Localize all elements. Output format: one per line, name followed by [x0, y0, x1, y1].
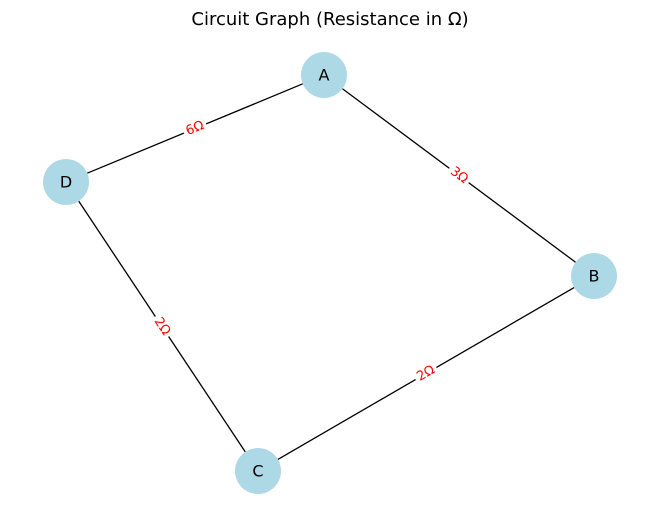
node-d: D [43, 159, 89, 205]
nodes-layer: A B C D [43, 52, 617, 494]
node-circle [235, 448, 281, 494]
edge-label-a-d: 6Ω [184, 118, 207, 139]
node-b: B [571, 253, 617, 299]
node-label: D [60, 173, 72, 192]
node-label: C [252, 462, 263, 481]
node-a: A [301, 52, 347, 98]
node-circle [571, 253, 617, 299]
edge-label-background [180, 116, 210, 141]
node-c: C [235, 448, 281, 494]
node-label: B [589, 267, 600, 286]
diagram-title: Circuit Graph (Resistance in Ω) [191, 9, 468, 30]
edge-label-background [444, 161, 474, 190]
node-circle [301, 52, 347, 98]
edge-label-background [148, 312, 176, 341]
node-circle [43, 159, 89, 205]
node-label: A [319, 66, 330, 85]
edge-label-background [411, 360, 441, 387]
